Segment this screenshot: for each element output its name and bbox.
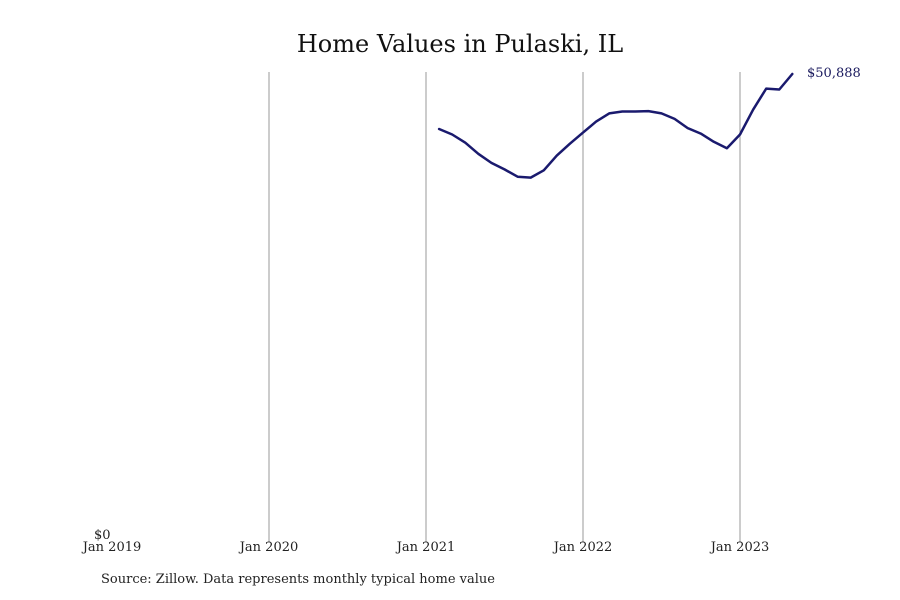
x-axis-ticks: Jan 2019 Jan 2020 Jan 2021 Jan 2022 Jan 2023: [81, 540, 770, 555]
series-line: [437, 72, 794, 179]
series-layer: [437, 72, 794, 179]
end-value-label: $50,888: [807, 66, 861, 81]
x-tick-label: Jan 2020: [238, 540, 299, 555]
x-tick-label: Jan 2019: [81, 540, 142, 555]
x-tick-label: Jan 2021: [395, 540, 456, 555]
y-tick-label: $0: [94, 528, 111, 543]
x-tick-label: Jan 2023: [709, 540, 770, 555]
chart-title: Home Values in Pulaski, IL: [297, 30, 623, 58]
y-axis-ticks: $0: [94, 528, 111, 543]
grid-layer: [268, 72, 741, 543]
source-note: Source: Zillow. Data represents monthly …: [101, 572, 495, 587]
x-tick-label: Jan 2022: [552, 540, 613, 555]
